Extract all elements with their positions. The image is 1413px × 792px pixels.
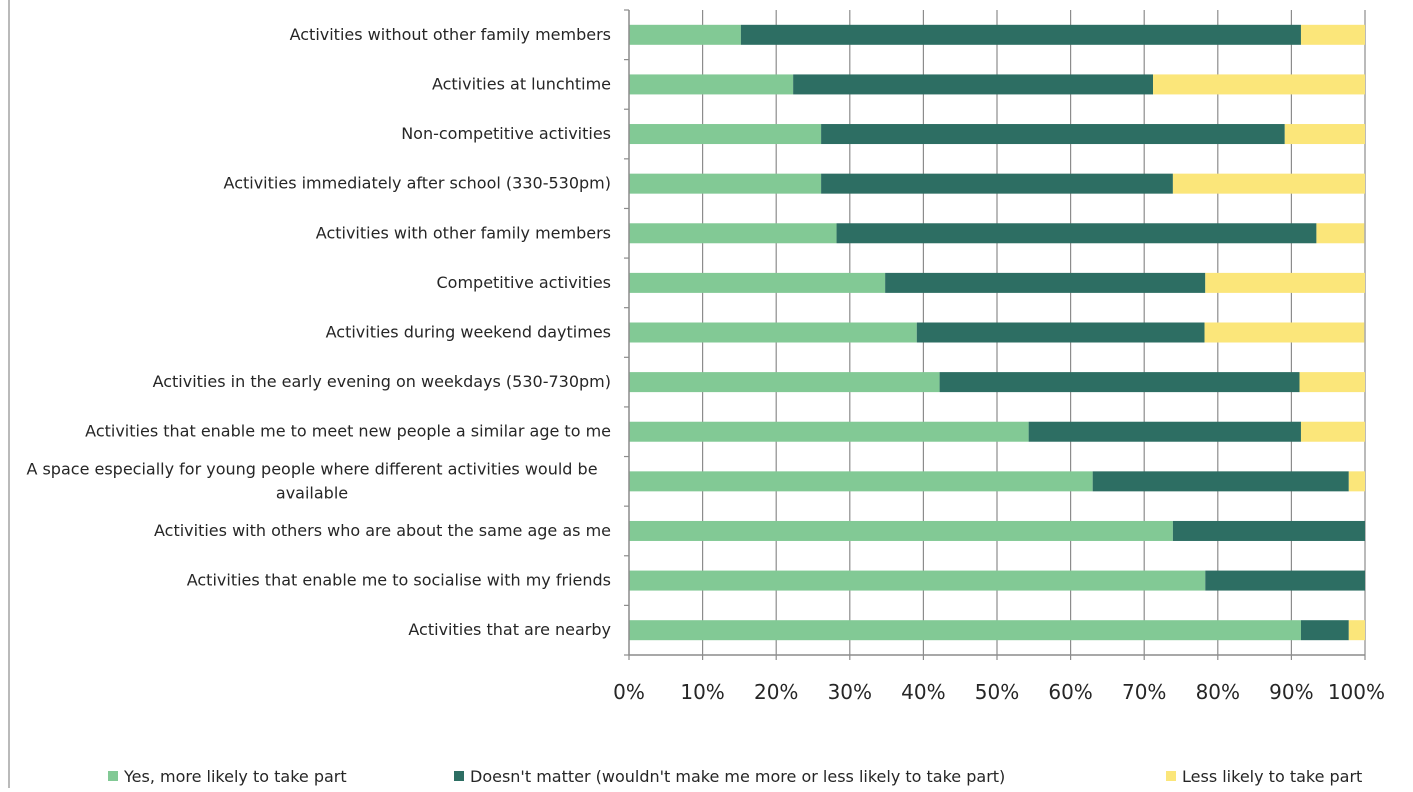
category-label: Non-competitive activities [401,124,611,143]
bar-segment-series-3 [1316,223,1365,244]
bar-segment-series-3 [1204,322,1365,343]
legend-item: Less likely to take part [1166,767,1362,786]
bar-row [629,173,1365,194]
bar-segment-series-3 [1172,173,1365,194]
axes [8,0,1366,788]
bar-segment-series-1 [629,272,886,293]
category-label: A space especially for young people wher… [26,459,597,502]
x-tick-label: 60% [1048,680,1092,704]
bar-segment-series-2 [793,74,1154,95]
category-label: Activities during weekend daytimes [326,323,611,342]
bar-row [629,24,1365,45]
bar-segment-series-1 [629,372,940,393]
bar-row [629,520,1365,541]
x-tick-label: 70% [1122,680,1166,704]
bar-segment-series-2 [1028,421,1301,442]
category-label: Activities at lunchtime [432,74,611,93]
category-label: Activities that are nearby [408,620,611,639]
x-tick-labels: 0% 10% 20% 30% 40% 50% 60% 70% 80% 90% 100% [613,680,1385,704]
legend-label: Doesn't matter (wouldn't make me more or… [470,767,1005,786]
category-label: Activities that enable me to socialise w… [187,571,611,590]
x-tick-label: 0% [613,680,645,704]
bar-row [629,471,1365,492]
x-tick-label: 100% [1328,680,1385,704]
bar-segment-series-2 [1300,620,1349,641]
legend-label: Less likely to take part [1182,767,1362,786]
x-tick-label: 50% [975,680,1019,704]
bar-segment-series-3 [1284,124,1365,145]
legend-swatch [108,771,118,781]
bar-row [629,372,1365,393]
bar-segment-series-3 [1300,421,1365,442]
bar-row [629,124,1365,145]
bar-segment-series-2 [885,272,1206,293]
bar-row [629,272,1365,293]
bar-segment-series-2 [740,24,1301,45]
legend: Yes, more likely to take part Doesn't mat… [108,767,1362,786]
bar-segment-series-1 [629,124,822,145]
bar-segment-series-3 [1300,24,1365,45]
category-label: Activities in the early evening on weekd… [153,372,611,391]
bar-segment-series-1 [629,471,1093,492]
category-label: Activities without other family members [290,25,611,44]
legend-item: Yes, more likely to take part [108,767,347,786]
legend-swatch [454,771,464,781]
category-label: Competitive activities [436,273,611,292]
bar-row [629,223,1365,244]
bar-segment-series-1 [629,322,917,343]
bar-segment-series-1 [629,24,741,45]
bar-segment-series-3 [1205,272,1365,293]
bar-segment-series-2 [1092,471,1349,492]
x-tick-label: 90% [1269,680,1313,704]
bar-row [629,570,1365,591]
category-label: Activities with others who are about the… [154,521,611,540]
x-tick-label: 80% [1196,680,1240,704]
category-label: Activities that enable me to meet new pe… [85,422,611,441]
bar-row [629,74,1365,95]
legend-swatch [1166,771,1176,781]
bar-segment-series-2 [1205,570,1365,591]
bar-segment-series-2 [916,322,1205,343]
bar-segment-series-1 [629,520,1173,541]
bar-segment-series-3 [1153,74,1365,95]
bar-segment-series-3 [1299,372,1365,393]
bar-segment-series-1 [629,223,837,244]
x-tick-label: 30% [828,680,872,704]
bar-segment-series-2 [821,173,1173,194]
x-tick-label: 20% [754,680,798,704]
bar-segment-series-2 [939,372,1300,393]
bar-segment-series-1 [629,570,1206,591]
bar-row [629,620,1365,641]
x-tick-label: 40% [901,680,945,704]
legend-label: Yes, more likely to take part [123,767,347,786]
category-labels: Activities without other family members A… [26,25,611,639]
bar-row [629,421,1365,442]
bar-segment-series-2 [821,124,1285,145]
bar-row [629,322,1365,343]
bar-segment-series-1 [629,74,794,95]
bar-segment-series-1 [629,620,1301,641]
bar-segment-series-1 [629,173,822,194]
bar-segment-series-2 [836,223,1317,244]
bar-segment-series-1 [629,421,1029,442]
category-label: Activities immediately after school (330… [224,174,611,193]
legend-item: Doesn't matter (wouldn't make me more or… [454,767,1005,786]
category-label: Activities with other family members [316,223,611,242]
bar-segment-series-2 [1172,520,1365,541]
x-tick-label: 10% [680,680,724,704]
bars [629,24,1365,641]
bar-segment-series-3 [1348,620,1365,641]
bar-segment-series-3 [1348,471,1365,492]
